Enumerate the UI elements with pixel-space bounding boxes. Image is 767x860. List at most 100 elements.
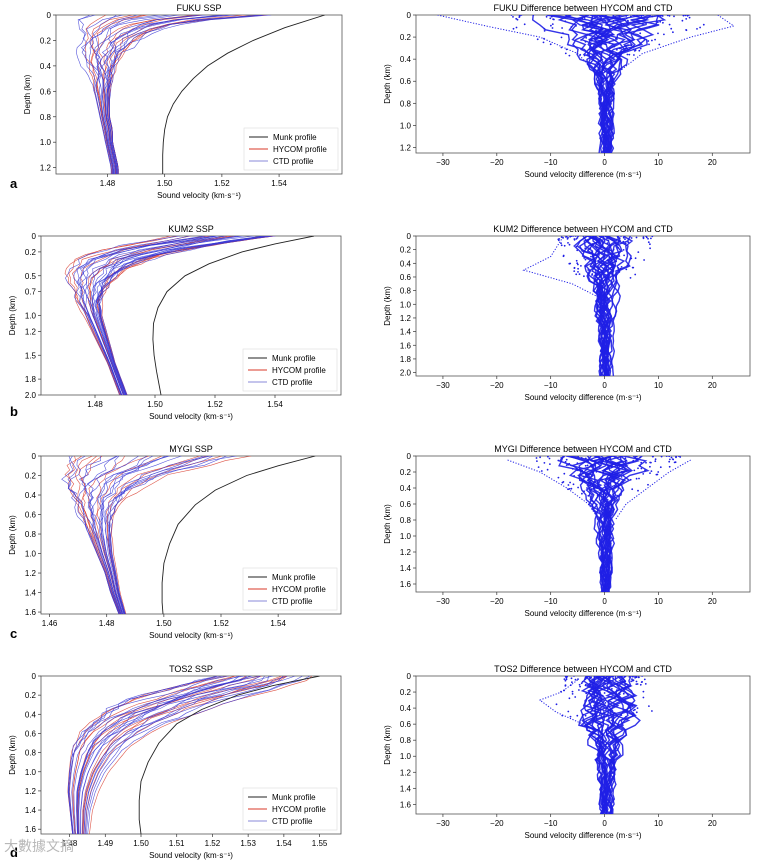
difference-point (608, 458, 610, 461)
difference-point (573, 238, 576, 241)
difference-point (577, 271, 579, 273)
hycom-profile-line (94, 15, 172, 174)
difference-point (656, 21, 659, 24)
difference-point (622, 688, 625, 691)
y-tick-label: 0.4 (400, 259, 412, 268)
difference-point (610, 711, 612, 713)
difference-point (565, 678, 568, 681)
difference-point (584, 473, 587, 476)
difference-point (561, 27, 563, 29)
difference-point (576, 249, 579, 252)
difference-point (634, 676, 636, 678)
difference-point (641, 676, 643, 677)
axes-frame (415, 675, 751, 815)
panel-letter: a (10, 176, 18, 191)
y-tick-label: 0.6 (400, 77, 412, 86)
y-tick-label: 2.0 (400, 369, 412, 378)
difference-profile-line (603, 676, 636, 814)
difference-point (593, 676, 596, 678)
difference-point (649, 472, 651, 474)
outlier-branch-line (614, 459, 691, 521)
difference-profile-line (606, 15, 663, 153)
difference-point (605, 676, 608, 678)
difference-point (633, 50, 636, 52)
y-tick-label: 0.5 (25, 272, 37, 281)
x-tick-label: −30 (436, 381, 450, 390)
difference-point (618, 240, 621, 243)
difference-point (660, 15, 662, 17)
difference-point (583, 54, 586, 57)
x-tick-label: 1.48 (100, 179, 116, 188)
difference-point (639, 32, 642, 35)
y-tick-label: 0.4 (400, 704, 412, 713)
difference-point (607, 269, 609, 272)
hycom-profile-line (87, 456, 139, 614)
y-tick-label: 0.8 (400, 99, 412, 108)
difference-point (536, 38, 539, 41)
difference-point (647, 241, 650, 244)
difference-point (627, 21, 629, 23)
chart-title: MYGI Difference between HYCOM and CTD (494, 444, 672, 454)
difference-point (510, 15, 513, 16)
y-tick-label: 0.8 (40, 113, 52, 122)
difference-point (650, 470, 653, 472)
difference-point (632, 266, 635, 269)
difference-point (598, 676, 601, 677)
hycom-profile-line (76, 236, 205, 395)
difference-point (682, 15, 685, 17)
hycom-profile-line (71, 676, 240, 834)
legend-entry: HYCOM profile (272, 366, 326, 375)
difference-point (685, 29, 688, 32)
difference-point (649, 247, 651, 250)
difference-point (599, 15, 601, 18)
difference-point (615, 255, 618, 258)
difference-point (636, 683, 639, 685)
difference-point (580, 39, 582, 41)
munk-profile-line (152, 236, 315, 395)
panel-letter: b (10, 404, 18, 419)
legend-entry: HYCOM profile (272, 805, 326, 814)
plot-area (538, 676, 653, 814)
difference-point (586, 475, 589, 478)
chart-title: FUKU SSP (176, 3, 221, 13)
difference-point (636, 15, 638, 17)
b-diff-panel: KUM2 Difference between HYCOM and CTD −30… (383, 224, 751, 402)
difference-point (630, 44, 633, 47)
plot-area (75, 15, 325, 174)
difference-point (585, 37, 588, 39)
c-diff-panel: MYGI Difference between HYCOM and CTD −30… (383, 444, 751, 618)
difference-point (590, 459, 593, 461)
difference-point (599, 709, 602, 711)
difference-point (565, 677, 568, 679)
y-axis-label: Depth (km) (8, 735, 17, 775)
difference-point (599, 467, 601, 469)
difference-point (563, 244, 566, 247)
difference-point (555, 703, 558, 706)
difference-point (543, 30, 546, 32)
difference-profile-line (577, 456, 609, 592)
difference-point (557, 476, 560, 479)
legend-entry: Munk profile (272, 573, 316, 582)
difference-point (654, 458, 657, 461)
difference-point (617, 246, 619, 249)
difference-point (688, 16, 691, 19)
difference-point (596, 481, 599, 483)
difference-point (634, 456, 637, 458)
legend-entry: CTD profile (272, 817, 313, 826)
difference-point (579, 685, 581, 688)
difference-point (583, 18, 586, 21)
difference-point (599, 238, 601, 241)
difference-point (569, 262, 572, 265)
y-tick-label: 1.0 (400, 752, 412, 761)
outlier-branch-line (437, 15, 595, 71)
difference-point (599, 678, 601, 681)
difference-point (568, 243, 571, 246)
difference-point (647, 483, 649, 486)
y-tick-label: 1.4 (400, 784, 412, 793)
difference-point (649, 465, 651, 468)
y-tick-label: 1.4 (400, 328, 412, 337)
difference-point (650, 461, 652, 464)
hycom-profile-line (78, 676, 261, 834)
difference-point (651, 236, 654, 238)
difference-point (608, 676, 610, 679)
